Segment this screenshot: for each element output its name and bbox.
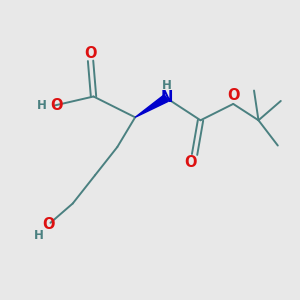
Text: N: N [160, 91, 172, 106]
Text: O: O [184, 155, 197, 170]
Text: O: O [84, 46, 97, 61]
Polygon shape [135, 95, 168, 117]
Text: O: O [227, 88, 239, 103]
Text: H: H [161, 79, 171, 92]
Text: O: O [43, 217, 55, 232]
Text: O: O [50, 98, 63, 113]
Text: H: H [37, 99, 46, 112]
Text: H: H [34, 229, 44, 242]
